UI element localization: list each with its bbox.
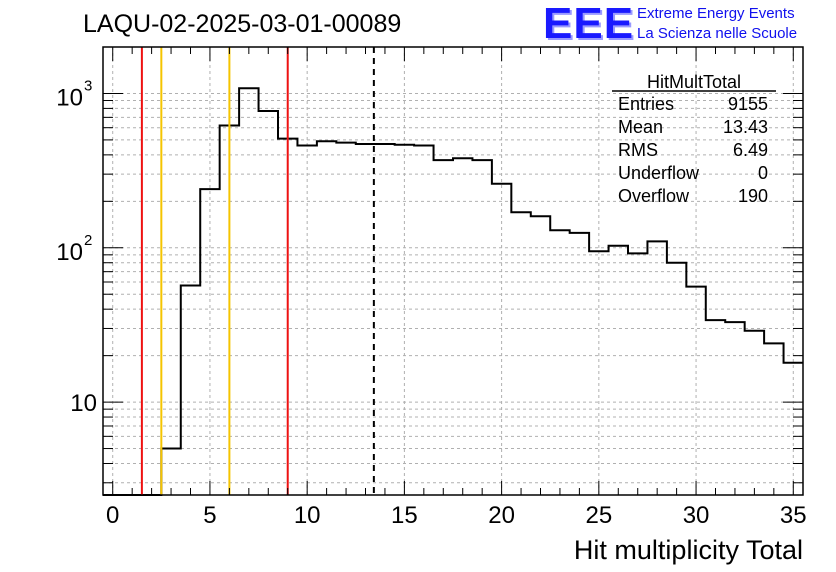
stats-label: Underflow bbox=[618, 163, 700, 183]
stats-value: 6.49 bbox=[733, 140, 768, 160]
stats-label: RMS bbox=[618, 140, 658, 160]
stats-value: 0 bbox=[758, 163, 768, 183]
logo-line-2: La Scienza nelle Scuole bbox=[637, 25, 798, 42]
eee-logo: EEE bbox=[543, 0, 635, 48]
logo-line-1: Extreme Energy Events bbox=[637, 5, 795, 22]
y-tick-exponent: 3 bbox=[84, 77, 92, 94]
run-title: LAQU-02-2025-03-01-00089 bbox=[83, 10, 402, 38]
stats-value: 9155 bbox=[728, 94, 768, 114]
y-tick-exponent: 2 bbox=[84, 232, 92, 249]
x-tick-label: 0 bbox=[106, 502, 119, 529]
x-axis-title: Hit multiplicity Total bbox=[574, 535, 803, 565]
histogram-line bbox=[103, 87, 803, 496]
y-tick-label: 10 bbox=[56, 84, 83, 111]
x-tick-label: 30 bbox=[683, 502, 710, 529]
stats-value: 13.43 bbox=[723, 117, 768, 137]
x-tick-label: 15 bbox=[391, 502, 418, 529]
stats-box-title: HitMultTotal bbox=[647, 72, 741, 92]
stats-label: Overflow bbox=[618, 186, 690, 206]
stats-label: Mean bbox=[618, 117, 663, 137]
y-tick-label: 10 bbox=[70, 390, 97, 417]
x-tick-label: 10 bbox=[294, 502, 321, 529]
x-tick-label: 5 bbox=[203, 502, 216, 529]
stats-label: Entries bbox=[618, 94, 674, 114]
x-tick-label: 20 bbox=[488, 502, 515, 529]
plot-frame bbox=[102, 46, 804, 496]
y-tick-label: 10 bbox=[56, 239, 83, 266]
stats-value: 190 bbox=[738, 186, 768, 206]
x-tick-label: 25 bbox=[585, 502, 612, 529]
x-tick-label: 35 bbox=[780, 502, 807, 529]
